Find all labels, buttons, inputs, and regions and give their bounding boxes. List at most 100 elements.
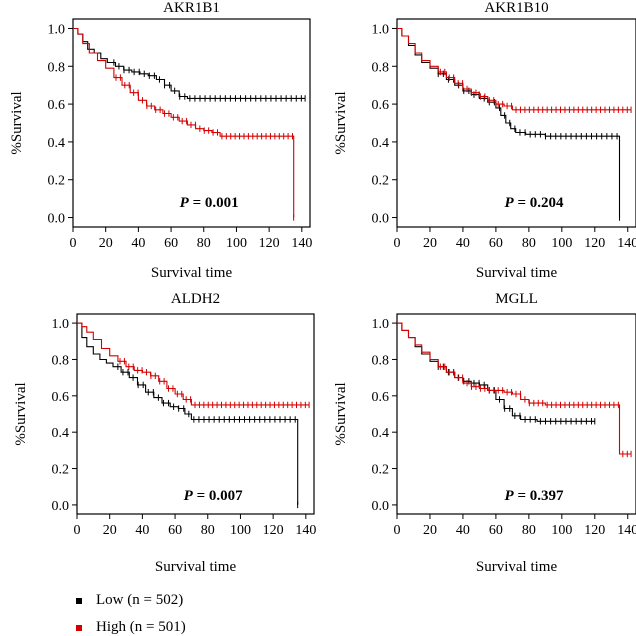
x-tick-label: 80 <box>197 236 211 251</box>
x-tick-label: 140 <box>617 523 636 538</box>
y-tick-label: 0.4 <box>52 426 70 441</box>
x-tick-label: 0 <box>394 523 401 538</box>
x-tick-label: 0 <box>74 523 81 538</box>
p-label: P <box>505 488 515 504</box>
y-tick-label: 0.2 <box>48 174 66 189</box>
plot-frame <box>72 18 311 228</box>
series-high-curve <box>397 322 632 455</box>
x-axis-label: Survival time <box>476 559 558 575</box>
x-tick-label: 20 <box>423 523 437 538</box>
p-value: = 0.204 <box>514 195 564 211</box>
p-value-annotation: P = 0.001 <box>180 195 239 211</box>
p-label: P <box>180 195 190 211</box>
series-low-curve <box>397 27 621 218</box>
y-tick-label: 0.4 <box>372 426 390 441</box>
y-tick-label: 1.0 <box>48 22 66 37</box>
y-axis-label: %Survival <box>333 91 349 154</box>
x-tick-label: 80 <box>522 523 536 538</box>
y-tick-label: 0.8 <box>372 353 390 368</box>
y-tick-label: 1.0 <box>52 317 70 332</box>
x-tick-label: 100 <box>551 523 572 538</box>
y-tick-label: 0.6 <box>48 98 66 113</box>
series-low-curve <box>77 322 299 505</box>
y-tick-label: 0.2 <box>52 463 70 478</box>
p-value: = 0.397 <box>514 488 564 504</box>
x-tick-label: 120 <box>584 523 605 538</box>
chart-title: MGLL <box>495 291 538 307</box>
series-low-curve <box>73 27 306 99</box>
y-tick-label: 0.6 <box>52 390 70 405</box>
chart-mgll: MGLL 0 20 40 60 80 100 120 140 0.0 0.2 0.4 0.6 0.8 1.0… <box>333 291 636 575</box>
chart-akr1b10: AKR1B10 0 20 40 60 80 100 120 140 0.0 0.2 0.4 0.6 0.8… <box>333 0 636 281</box>
x-tick-label: 20 <box>423 236 437 251</box>
y-tick-label: 1.0 <box>372 22 390 37</box>
x-tick-label: 140 <box>617 236 636 251</box>
p-value: = 0.001 <box>189 195 239 211</box>
p-value: = 0.007 <box>193 488 243 504</box>
y-axis-label: %Survival <box>9 91 25 154</box>
chart-title: AKR1B1 <box>163 0 220 16</box>
legend-high-label: High (n = 501) <box>96 619 186 635</box>
x-axis-label: Survival time <box>476 265 558 281</box>
series-high-curve <box>77 322 310 406</box>
y-tick-label: 0.0 <box>372 499 390 514</box>
y-tick-label: 0.4 <box>48 136 66 151</box>
y-tick-label: 0.8 <box>372 60 390 75</box>
x-tick-label: 60 <box>489 523 503 538</box>
x-tick-label: 60 <box>164 236 178 251</box>
x-tick-label: 120 <box>259 236 280 251</box>
x-tick-label: 40 <box>131 236 145 251</box>
x-tick-label: 60 <box>489 236 503 251</box>
x-axis-label: Survival time <box>151 265 233 281</box>
y-tick-label: 0.6 <box>372 390 390 405</box>
plot-frame <box>396 313 636 515</box>
legend-low-swatch <box>76 597 82 604</box>
y-tick-label: 0.8 <box>52 353 70 368</box>
y-axis-label: %Survival <box>333 382 349 445</box>
x-tick-label: 100 <box>551 236 572 251</box>
y-tick-label: 0.2 <box>372 174 390 189</box>
chart-aldh2: ALDH2 0 20 40 60 80 100 120 140 0.0 0.2 0.4 0.6 0.8 1.… <box>13 291 316 575</box>
plot-frame <box>76 313 315 515</box>
x-tick-label: 60 <box>168 523 182 538</box>
x-tick-label: 20 <box>99 236 113 251</box>
y-tick-label: 0.0 <box>48 212 66 227</box>
p-value-annotation: P = 0.007 <box>184 488 243 504</box>
x-tick-label: 40 <box>456 523 470 538</box>
x-tick-label: 80 <box>522 236 536 251</box>
x-tick-label: 120 <box>263 523 284 538</box>
x-tick-label: 140 <box>291 236 312 251</box>
y-axis-label: %Survival <box>13 382 29 445</box>
series-high-curve <box>73 27 295 218</box>
y-tick-label: 0.4 <box>372 136 390 151</box>
y-tick-label: 1.0 <box>372 317 390 332</box>
legend-high: High (n = 501) <box>76 619 186 636</box>
legend-low: Low (n = 502) <box>76 592 183 609</box>
p-label: P <box>184 488 194 504</box>
x-tick-label: 20 <box>103 523 117 538</box>
plot-frame <box>396 18 636 228</box>
series-high-curve <box>397 27 632 111</box>
y-tick-label: 0.0 <box>52 499 70 514</box>
x-tick-label: 100 <box>230 523 251 538</box>
p-value-annotation: P = 0.397 <box>505 488 564 504</box>
x-tick-label: 80 <box>201 523 215 538</box>
x-tick-label: 40 <box>456 236 470 251</box>
p-value-annotation: P = 0.204 <box>505 195 564 211</box>
y-tick-label: 0.8 <box>48 60 66 75</box>
chart-title: ALDH2 <box>171 291 220 307</box>
y-tick-label: 0.0 <box>372 212 390 227</box>
y-tick-label: 0.2 <box>372 463 390 478</box>
y-tick-label: 0.6 <box>372 98 390 113</box>
x-tick-label: 0 <box>394 236 401 251</box>
x-tick-label: 140 <box>295 523 316 538</box>
x-tick-label: 100 <box>226 236 247 251</box>
x-tick-label: 40 <box>135 523 149 538</box>
x-axis-label: Survival time <box>155 559 237 575</box>
legend-high-swatch <box>76 624 82 631</box>
legend-low-label: Low (n = 502) <box>96 592 184 608</box>
p-label: P <box>505 195 515 211</box>
chart-akr1b1: AKR1B1 0 20 40 60 80 100 120 140 0.0 0.2 0.4 0.6 0.8 1… <box>9 0 312 281</box>
x-tick-label: 120 <box>584 236 605 251</box>
